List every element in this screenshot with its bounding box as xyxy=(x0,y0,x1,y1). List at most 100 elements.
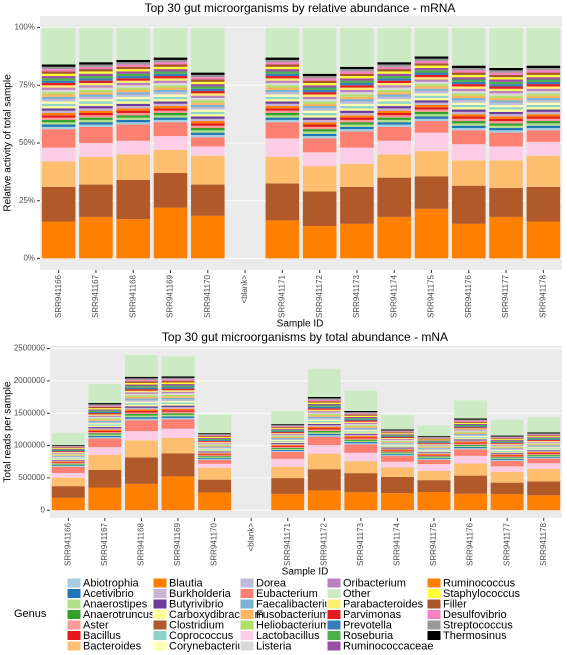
bar-segment: Anaerostipes xyxy=(527,455,561,457)
bar-segment: Dorea xyxy=(340,101,374,104)
bar-segment: Eubacterium xyxy=(153,122,188,137)
bar-segment: Anaerostipes xyxy=(41,122,76,125)
bar-segment: Prevotella xyxy=(377,78,411,81)
bar-segment: Blautia xyxy=(88,429,122,431)
bar-segment: Anaerostipes xyxy=(344,440,378,443)
legend-label: Streptococcus xyxy=(443,619,513,631)
bar-segment: Staphylococcus xyxy=(198,437,232,438)
bar-segment: Acetivibrio xyxy=(51,465,85,467)
y-tick-label: 500000 xyxy=(18,473,45,482)
bar-segment: Staphylococcus xyxy=(377,71,411,74)
bar-segment: Oribacterium xyxy=(88,415,122,417)
bar-segment: Desulfovibrio xyxy=(307,399,341,402)
legend-swatch xyxy=(66,588,82,599)
bar-segment: Roseburia xyxy=(198,438,232,440)
bar-segment: Faecalibacterium xyxy=(489,100,523,103)
bar-segment: Abiotrophia xyxy=(302,136,337,139)
bar-segment: Aster xyxy=(489,121,523,124)
bar-segment: Heliobacterium xyxy=(88,418,122,420)
bar-segment: Acetivibrio xyxy=(490,459,524,460)
x-tick-label: SRR941178 xyxy=(538,274,547,318)
bar-segment: Parabacteroides xyxy=(417,443,451,445)
bar-segment: Parvimonas xyxy=(489,86,523,89)
bar-segment: Bacillus xyxy=(526,116,561,119)
bar-segment: Filler xyxy=(454,421,488,423)
bar-segment: Prevotella xyxy=(380,436,414,438)
bar-segment: Carboxydibrachium xyxy=(198,450,232,452)
bar-segment: Listeria xyxy=(191,97,225,101)
bar-segment: Bacillus xyxy=(161,410,195,412)
bar-segment: Prevotella xyxy=(88,411,122,414)
bar-segment: Aster xyxy=(88,432,122,434)
bar-segment: Carboxydibrachium xyxy=(265,99,300,102)
bar-segment: Ruminococcaceae xyxy=(116,71,150,74)
bar-segment: Staphylococcus xyxy=(271,428,305,430)
bar-segment: Dorea xyxy=(161,399,195,401)
bar-segment: Ruminococcus xyxy=(161,476,195,511)
bar-segment: Listeria xyxy=(41,89,76,93)
bar-segment: Ruminococcus xyxy=(271,493,305,511)
bar-segment: Prevotella xyxy=(527,439,561,440)
legend-label: Blautia xyxy=(169,577,204,589)
bar-segment: Parabacteroides xyxy=(41,85,76,88)
bar-segment: Coprococcus xyxy=(302,112,337,116)
bar-segment: Acetivibrio xyxy=(307,433,341,436)
bar-segment: Abiotrophia xyxy=(452,127,486,131)
bar-segment: Listeria xyxy=(452,91,486,94)
bar-segment: Aster xyxy=(490,456,524,458)
bar-segment: Desulfovibrio xyxy=(380,431,414,433)
x-tick-label: SRR941166 xyxy=(54,274,63,318)
bar-segment: Anaerostipes xyxy=(417,457,451,459)
bar-segment: Streptococcus xyxy=(490,436,524,438)
bar-segment: Bacteroides xyxy=(116,154,150,180)
y-axis-label: Relative activity of total sample xyxy=(3,74,14,212)
bar-segment: Blautia xyxy=(377,110,411,113)
bar-segment: Ruminococcaceae xyxy=(161,384,195,386)
bar-segment: Butyrivibrio xyxy=(302,117,337,120)
bar-segment: Oribacterium xyxy=(116,82,150,86)
bar-segment: Abiotrophia xyxy=(116,122,150,125)
bar-segment: Parvimonas xyxy=(161,388,195,391)
bar-segment: Parvimonas xyxy=(414,74,449,78)
bar-segment: Parabacteroides xyxy=(265,78,300,81)
legend-swatch xyxy=(426,588,442,599)
bar-segment: Bacteroides xyxy=(380,467,414,477)
bar-segment: Acetivibrio xyxy=(79,122,113,125)
bar-segment: Streptococcus xyxy=(271,425,305,427)
bar-segment: Ruminococcus xyxy=(198,492,232,511)
legend-swatch xyxy=(66,619,82,631)
bar-segment: Listeria xyxy=(198,443,232,445)
bar-segment: Burkholderia xyxy=(41,110,76,113)
x-tick-label: SRR941171 xyxy=(283,522,292,566)
bar-segment: Aster xyxy=(380,451,414,453)
bar-segment: Parabacteroides xyxy=(153,78,188,81)
bar-segment: Dorea xyxy=(452,100,486,103)
bar-segment: Streptococcus xyxy=(452,67,486,71)
bar-segment: Eubacterium xyxy=(116,124,150,141)
bar-segment: Filler xyxy=(526,72,561,75)
bar-segment: Streptococcus xyxy=(161,377,195,380)
bar-segment: Dorea xyxy=(265,92,300,95)
bar-segment: Ruminococcaceae xyxy=(344,416,378,419)
y-tick-label: 25% xyxy=(19,196,35,205)
bar-segment: Staphylococcus xyxy=(344,415,378,417)
bar-segment: Lactobacillus xyxy=(414,132,449,152)
bar-segment: Bacillus xyxy=(124,410,158,413)
bar-segment: Butyrivibrio xyxy=(526,109,561,112)
bar-segment: Butyrivibrio xyxy=(344,433,378,435)
bar-segment: Bacteroides xyxy=(79,156,113,185)
bar-segment: Aster xyxy=(41,117,76,120)
bar-segment: Roseburia xyxy=(161,385,195,388)
bar-segment: Parabacteroides xyxy=(526,86,561,89)
bar-segment: Aster xyxy=(161,411,195,414)
legend-swatch xyxy=(426,609,442,620)
bar-segment: Filler xyxy=(41,71,76,74)
bar-segment: Faecalibacterium xyxy=(51,455,85,457)
y-tick-label: 100% xyxy=(15,23,35,32)
bar-segment: Bacteroides xyxy=(153,149,188,174)
bar-segment: Abiotrophia xyxy=(271,450,305,452)
bar-segment: Heliobacterium xyxy=(161,394,195,397)
bar-segment: Dorea xyxy=(417,448,451,450)
bar-segment: Faecalibacterium xyxy=(307,416,341,419)
bar-segment: Faecalibacterium xyxy=(41,96,76,100)
